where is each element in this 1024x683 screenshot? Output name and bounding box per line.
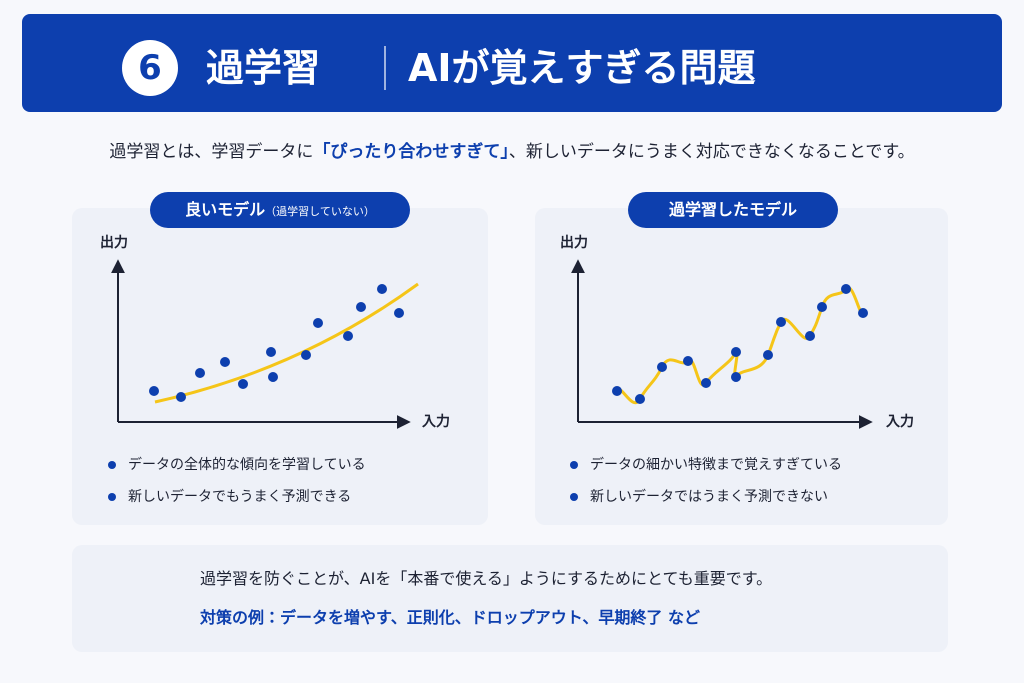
sample-point — [612, 386, 622, 396]
header-bar — [22, 14, 1002, 112]
sample-point — [635, 394, 645, 404]
sample-point — [701, 378, 711, 388]
sample-point — [149, 386, 159, 396]
y-label: 出力 — [100, 234, 128, 251]
axes — [111, 259, 873, 429]
bullet: 新しいデータではうまく予測できない — [570, 489, 828, 505]
x-label: 入力 — [421, 413, 450, 430]
sample-point — [817, 302, 827, 312]
sample-point — [195, 368, 205, 378]
sample-point — [266, 347, 276, 357]
fit-curve — [154, 282, 419, 404]
sample-point — [683, 356, 693, 366]
intro-highlight: 「ぴったり合わせすぎて」 — [313, 142, 509, 162]
sample-point — [268, 372, 278, 382]
intro: 過学習とは、学習データに「ぴったり合わせすぎて」、新しいデータにうまく対応できな… — [0, 140, 1024, 164]
sample-point — [220, 357, 230, 367]
bullet: 新しいデータでもうまく予測できる — [107, 489, 352, 505]
sublabel: （過学習していない） — [265, 205, 375, 218]
panel-label: 良いモデル（過学習していない） — [150, 192, 410, 228]
label: 良いモデル — [185, 200, 266, 219]
footer-example: 対策の例：データを増やす、正則化、ドロップアウト、早期終了 など — [200, 608, 700, 627]
intro-text: 、新しいデータにうまく対応できなくなることです。 — [508, 142, 915, 162]
sample-point — [731, 347, 741, 357]
label: 過学習したモデル — [668, 200, 797, 219]
subtitle: AIが覚えすぎる問題 — [408, 46, 756, 90]
sample-point — [301, 350, 311, 360]
section-number: 6 — [122, 40, 178, 96]
sample-point — [313, 318, 323, 328]
panel — [535, 208, 948, 525]
divider — [384, 46, 386, 90]
panel — [72, 208, 488, 525]
sample-point — [841, 284, 851, 294]
footer-box — [72, 545, 948, 652]
sample-point — [657, 362, 667, 372]
bullet: データの全体的な傾向を学習している — [108, 457, 366, 473]
sample-point — [377, 284, 387, 294]
sample-point — [176, 392, 186, 402]
sample-point — [776, 317, 786, 327]
x-label: 入力 — [885, 413, 914, 430]
sample-point — [858, 308, 868, 318]
sample-point — [343, 331, 353, 341]
sample-point — [394, 308, 404, 318]
sample-point — [763, 350, 773, 360]
sample-point — [356, 302, 366, 312]
title: 過学習 — [206, 46, 321, 90]
sample-point — [731, 372, 741, 382]
sample-point — [238, 379, 248, 389]
sample-point — [805, 331, 815, 341]
bullet: データの細かい特徴まで覚えすぎている — [570, 457, 842, 473]
panel-label: 過学習したモデル — [628, 192, 838, 228]
y-label: 出力 — [560, 234, 588, 251]
footer-main: 過学習を防ぐことが、AIを「本番で使える」ようにするためにとても重要です。 — [200, 569, 773, 588]
intro-text: 過学習とは、学習データに — [109, 142, 314, 162]
